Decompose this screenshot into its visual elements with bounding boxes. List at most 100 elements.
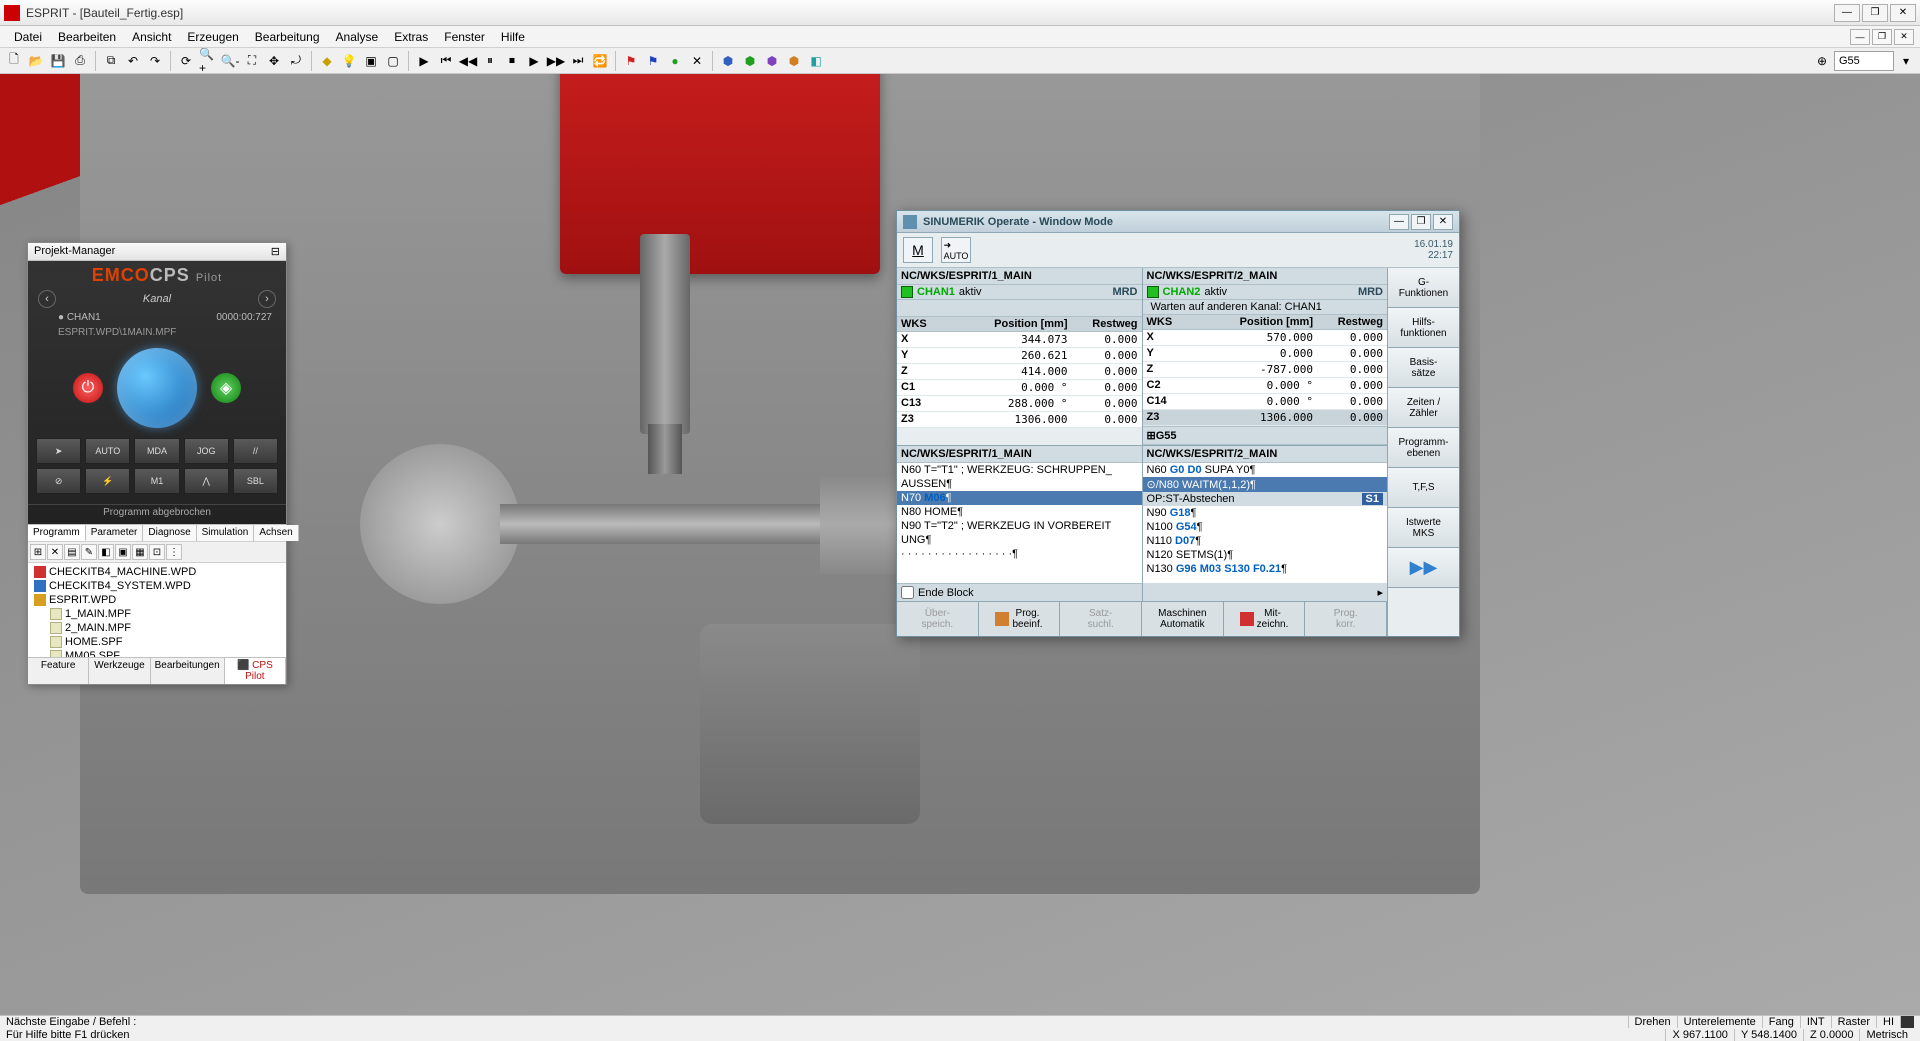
btab-bearbeitungen[interactable]: Bearbeitungen [151, 658, 225, 684]
mode-cycle[interactable]: ➤ [36, 438, 81, 464]
btab-cpspilot[interactable]: ⬛ CPS Pilot [225, 658, 286, 684]
undo-icon[interactable]: ↶ [123, 51, 143, 71]
mdi-minimize[interactable]: — [1850, 29, 1870, 45]
solid-orange-icon[interactable]: ⬢ [784, 51, 804, 71]
mtb-2[interactable]: ✕ [47, 544, 63, 560]
menu-erzeugen[interactable]: Erzeugen [179, 28, 246, 46]
sk-machine-button[interactable]: M [903, 237, 933, 263]
nc-line[interactable]: N80 HOME¶ [897, 505, 1142, 519]
solid-cube-icon[interactable]: ◧ [806, 51, 826, 71]
sk-auto-button[interactable]: ➜AUTO [941, 237, 971, 263]
tab-achsen[interactable]: Achsen [254, 525, 298, 541]
sim-pause-icon[interactable]: ⏸ [480, 51, 500, 71]
flag-x-icon[interactable]: ✕ [687, 51, 707, 71]
save-icon[interactable]: 💾 [48, 51, 68, 71]
zoom-fit-icon[interactable]: ⛶ [242, 51, 262, 71]
mtb-3[interactable]: ▤ [64, 544, 80, 560]
pm-titlebar[interactable]: Projekt-Manager ⊟ [28, 243, 286, 261]
sim-loop-icon[interactable]: 🔁 [590, 51, 610, 71]
mode-slash[interactable]: // [233, 438, 278, 464]
side-button[interactable]: Programm-ebenen [1388, 428, 1459, 468]
sinumerik-window[interactable]: SINUMERIK Operate - Window Mode — ❐ ✕ M … [896, 210, 1460, 637]
menu-extras[interactable]: Extras [386, 28, 436, 46]
nc-line[interactable]: N100 G54¶ [1143, 520, 1388, 534]
side-button[interactable]: G-Funktionen [1388, 268, 1459, 308]
solid-purple-icon[interactable]: ⬢ [762, 51, 782, 71]
new-icon[interactable]: 🗋 [4, 51, 24, 71]
menu-bearbeiten[interactable]: Bearbeiten [50, 28, 124, 46]
sim-end-icon[interactable]: ⏭ [568, 51, 588, 71]
mode-reset[interactable]: ⊘ [36, 468, 81, 494]
ch2-nc-list[interactable]: N60 G0 D0 SUPA Y0¶⊙/N80 WAITM(1,1,2)¶OP:… [1143, 463, 1388, 583]
pm-pin-icon[interactable]: ⊟ [271, 245, 280, 258]
nc-line[interactable]: AUSSEN¶ [897, 477, 1142, 491]
mode-pulse[interactable]: ⋀ [184, 468, 229, 494]
sk-titlebar[interactable]: SINUMERIK Operate - Window Mode — ❐ ✕ [897, 211, 1459, 233]
status-raster[interactable]: Raster [1831, 1016, 1876, 1028]
mtb-6[interactable]: ▣ [115, 544, 131, 560]
layer-icon[interactable]: ◆ [317, 51, 337, 71]
menu-bearbeitung[interactable]: Bearbeitung [247, 28, 328, 46]
end-block-checkbox[interactable] [901, 586, 914, 599]
nc-line[interactable]: N90 T="T2" ; WERKZEUG IN VORBEREIT [897, 519, 1142, 533]
end-block-row[interactable]: Ende Block [897, 583, 1142, 601]
project-manager-window[interactable]: Projekt-Manager ⊟ EMCOCPS Pilot ‹ Kanal … [27, 242, 287, 685]
btab-feature[interactable]: Feature [28, 658, 89, 684]
rotate-icon[interactable]: ⤾ [286, 51, 306, 71]
tree-node[interactable]: 2_MAIN.MPF [32, 621, 282, 635]
maximize-button[interactable]: ❐ [1862, 4, 1888, 22]
sim-play-icon[interactable]: ▶ [524, 51, 544, 71]
program-tree[interactable]: CHECKITB4_MACHINE.WPDCHECKITB4_SYSTEM.WP… [28, 563, 286, 657]
bottom-button[interactable]: Maschinen Automatik [1142, 602, 1224, 636]
zoom-out-icon[interactable]: 🔍- [220, 51, 240, 71]
btab-werkzeuge[interactable]: Werkzeuge [89, 658, 150, 684]
kanal-next-button[interactable]: › [258, 290, 276, 308]
flag-red-icon[interactable]: ⚑ [621, 51, 641, 71]
pan-icon[interactable]: ✥ [264, 51, 284, 71]
mdi-restore[interactable]: ❐ [1872, 29, 1892, 45]
close-button[interactable]: ✕ [1890, 4, 1916, 22]
sim-stop-icon[interactable]: ⏹ [502, 51, 522, 71]
side-play-button[interactable]: ▶▶ [1388, 548, 1459, 588]
wcs-dropdown-icon[interactable]: ▾ [1896, 51, 1916, 71]
status-hi[interactable]: HI [1876, 1016, 1900, 1028]
menu-analyse[interactable]: Analyse [328, 28, 387, 46]
status-int[interactable]: INT [1800, 1016, 1831, 1028]
nc-line[interactable]: UNG¶ [897, 533, 1142, 547]
mtb-9[interactable]: ⋮ [166, 544, 182, 560]
mode-auto[interactable]: AUTO [85, 438, 130, 464]
mode-rapid[interactable]: ⚡ [85, 468, 130, 494]
nc-line[interactable]: OP:ST-AbstechenS1 [1143, 492, 1388, 506]
side-button[interactable]: Hilfs-funktionen [1388, 308, 1459, 348]
start-button[interactable]: ◈ [211, 373, 241, 403]
mtb-5[interactable]: ◧ [98, 544, 114, 560]
stop-button[interactable]: ⏻ [73, 373, 103, 403]
nc-line[interactable]: N90 G18¶ [1143, 506, 1388, 520]
mtb-7[interactable]: ▦ [132, 544, 148, 560]
scroll-right-icon[interactable]: ▸ [1377, 586, 1383, 599]
tab-parameter[interactable]: Parameter [86, 525, 144, 541]
sim-step-back-icon[interactable]: ⏮ [436, 51, 456, 71]
tab-programm[interactable]: Programm [28, 525, 86, 541]
bottom-button[interactable]: Prog. korr. [1305, 602, 1387, 636]
side-button[interactable]: Zeiten /Zähler [1388, 388, 1459, 428]
nc-line[interactable]: ⊙/N80 WAITM(1,1,2)¶ [1143, 477, 1388, 492]
mode-m1[interactable]: M1 [134, 468, 179, 494]
solid-green-icon[interactable]: ⬢ [740, 51, 760, 71]
side-button[interactable]: T,F,S [1388, 468, 1459, 508]
sim-back-icon[interactable]: ◀◀ [458, 51, 478, 71]
tab-diagnose[interactable]: Diagnose [143, 525, 196, 541]
wcs-icon[interactable]: ⊕ [1812, 51, 1832, 71]
tree-node[interactable]: MM05.SPF [32, 649, 282, 657]
menu-datei[interactable]: Datei [6, 28, 50, 46]
sk-minimize[interactable]: — [1389, 214, 1409, 230]
mtb-4[interactable]: ✎ [81, 544, 97, 560]
sim-fwd-icon[interactable]: ▶▶ [546, 51, 566, 71]
nc-line[interactable]: N110 D07¶ [1143, 534, 1388, 548]
wcs-select[interactable]: G55 [1834, 51, 1894, 71]
nc-line[interactable]: N130 G96 M03 S130 F0.21¶ [1143, 562, 1388, 576]
status-color[interactable] [1900, 1016, 1914, 1028]
mtb-8[interactable]: ⊡ [149, 544, 165, 560]
flag-blue-icon[interactable]: ⚑ [643, 51, 663, 71]
sim-start-icon[interactable]: ▶ [414, 51, 434, 71]
